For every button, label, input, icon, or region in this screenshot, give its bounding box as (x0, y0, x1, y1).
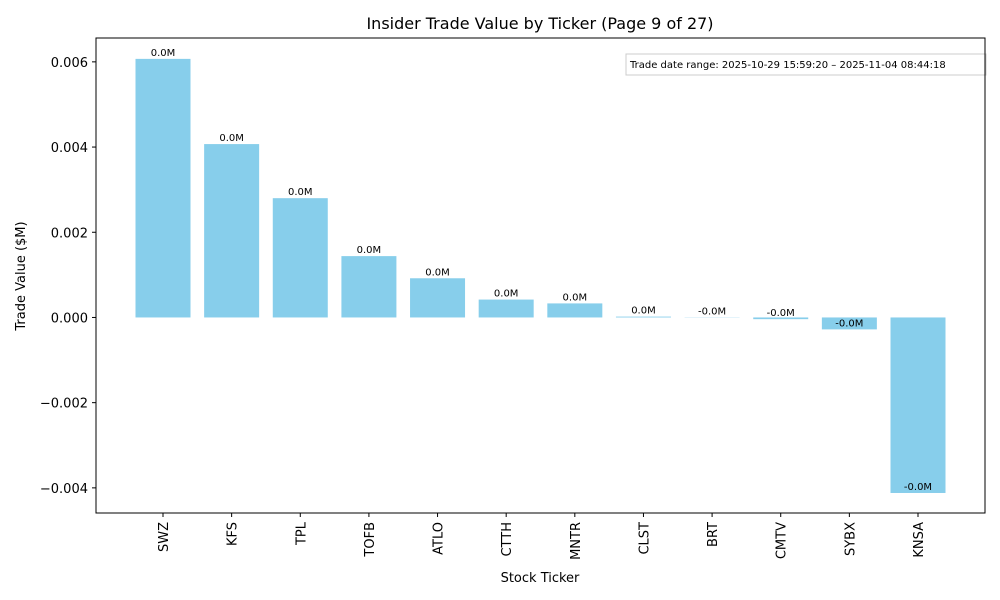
x-tick-label: BRT (706, 522, 721, 547)
bar (821, 317, 877, 330)
x-tick-label: ATLO (432, 522, 447, 555)
bar (135, 58, 191, 318)
annotation-box (625, 53, 987, 76)
x-tick-label: TOFB (363, 522, 378, 558)
bar (547, 303, 603, 318)
y-tick-label: 0.004 (51, 141, 88, 156)
bar (478, 299, 534, 318)
x-tick-label: KFS (226, 522, 241, 546)
bar (615, 316, 671, 318)
value-label: 0.0M (151, 48, 176, 59)
bar (341, 256, 397, 318)
y-tick-label: 0.000 (51, 311, 88, 326)
value-label: -0.0M (698, 307, 726, 318)
x-tick-label: SYBX (843, 522, 858, 556)
value-label: -0.0M (767, 308, 795, 319)
x-tick-label: KNSA (912, 522, 927, 558)
plot-frame (95, 37, 986, 514)
bar (753, 317, 809, 320)
x-tick-label: MNTR (569, 522, 584, 560)
y-tick-label: 0.002 (51, 226, 88, 241)
x-tick-label: CMTV (775, 522, 790, 559)
y-axis-label: Trade Value ($M) (14, 221, 29, 331)
value-label: 0.0M (631, 306, 656, 317)
value-label: 0.0M (494, 289, 519, 300)
y-tick-label: −0.002 (40, 397, 88, 412)
bar (410, 278, 466, 318)
value-label: 0.0M (425, 267, 450, 278)
annotation: Trade date range: 2025-10-29 15:59:20 – … (629, 60, 946, 71)
value-label: 0.0M (219, 133, 244, 144)
value-label: -0.0M (835, 318, 863, 329)
bar (204, 144, 260, 318)
x-tick-label: TPL (294, 521, 309, 546)
x-tick-label: CTTH (500, 522, 515, 557)
y-tick-label: −0.004 (40, 482, 88, 497)
chart-title: Insider Trade Value by Ticker (Page 9 of… (366, 14, 713, 33)
y-tick-label: 0.006 (51, 56, 88, 71)
value-label: -0.0M (904, 482, 932, 493)
value-label: 0.0M (288, 187, 313, 198)
x-tick-label: SWZ (157, 522, 172, 552)
bar (272, 198, 328, 318)
x-tick-label: CLST (637, 522, 652, 555)
bar (890, 317, 946, 493)
value-label: 0.0M (357, 245, 382, 256)
x-axis-label: Stock Ticker (501, 571, 580, 586)
value-label: 0.0M (563, 292, 588, 303)
